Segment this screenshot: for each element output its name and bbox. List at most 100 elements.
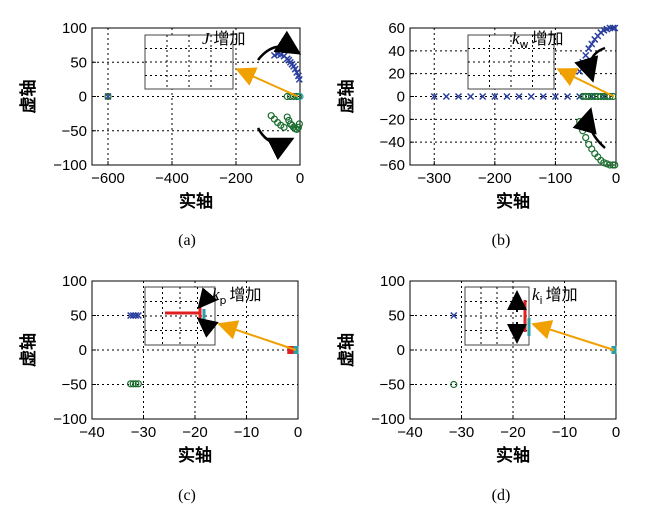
x-axis-label: 实轴: [178, 445, 212, 466]
y-tick-label: −40: [380, 134, 405, 151]
data-point: [611, 161, 619, 169]
zoom-arrow: [235, 67, 299, 98]
data-point: [267, 112, 275, 120]
x-tick-label: −200: [478, 170, 512, 187]
parameter-subscript: i: [540, 294, 543, 307]
y-tick-label: −60: [380, 157, 405, 174]
data-point: [104, 92, 112, 101]
y-axis-label: 虚轴: [18, 80, 39, 114]
series-lower-pole: [450, 380, 458, 389]
y-tick-label: −50: [380, 377, 405, 394]
data-point: [579, 58, 587, 66]
zoom-arrow: [217, 320, 297, 351]
parameter-annotation: kw 增加: [512, 29, 564, 51]
y-tick-label: 0: [79, 89, 87, 106]
y-tick-label: 50: [388, 308, 405, 325]
data-point: [588, 40, 596, 48]
series-lower-branch: [104, 92, 303, 133]
direction-arrow: [257, 30, 302, 61]
data-point: [576, 67, 584, 75]
data-point: [285, 116, 293, 125]
data-point: [479, 92, 487, 101]
y-tick-label: 0: [397, 342, 405, 359]
x-tick-label: 0: [294, 424, 302, 441]
data-point: [582, 134, 590, 142]
data-point: [539, 92, 547, 101]
parameter-annotation: ki 增加: [532, 285, 578, 307]
series-lower-branch: [576, 118, 619, 169]
x-tick-label: −20: [500, 424, 525, 441]
data-point: [129, 311, 137, 320]
parameter-subscript: p: [220, 294, 227, 307]
series-lower-pole: [127, 380, 142, 388]
x-axis-label: 实轴: [496, 445, 530, 466]
data-point: [515, 92, 523, 101]
x-tick-label: 0: [612, 170, 620, 187]
panel-caption: (a): [178, 232, 196, 249]
data-point: [295, 75, 303, 83]
data-point: [442, 92, 450, 101]
y-tick-label: 50: [70, 54, 87, 71]
series-upper-pole: [450, 311, 458, 320]
y-tick-label: 100: [380, 273, 405, 290]
x-tick-label: −30: [131, 424, 156, 441]
y-tick-label: 60: [388, 20, 405, 37]
zoom-arrow: [531, 320, 615, 351]
data-point: [134, 380, 142, 388]
parameter-annotation: kp 增加: [212, 285, 262, 307]
series-upper-pole: [127, 311, 142, 320]
inset-zoom: [144, 34, 234, 90]
y-tick-label: −100: [53, 411, 87, 428]
data-point: [579, 127, 587, 135]
y-tick-label: 50: [70, 308, 87, 325]
y-tick-label: 0: [397, 89, 405, 106]
data-point: [606, 161, 614, 169]
panel-caption: (b): [492, 232, 511, 249]
y-tick-label: −100: [371, 411, 405, 428]
parameter-symbol: k: [532, 285, 540, 304]
x-tick-label: −100: [539, 170, 573, 187]
x-tick-label: −300: [417, 170, 451, 187]
x-tick-label: 0: [296, 170, 304, 187]
data-point: [127, 380, 135, 388]
data-point: [450, 380, 458, 389]
inset-zoom: [467, 34, 555, 90]
direction-arrow: [574, 46, 606, 83]
series-real-axis-blue: [430, 92, 608, 101]
parameter-text: 增加: [546, 285, 578, 304]
data-point: [563, 92, 572, 101]
data-point: [450, 311, 458, 320]
direction-arrow: [196, 317, 219, 338]
data-point: [295, 120, 303, 128]
x-tick-label: 0: [612, 424, 620, 441]
data-point: [294, 123, 302, 131]
x-axis-label: 实轴: [179, 191, 213, 212]
x-tick-label: −40: [397, 424, 422, 441]
y-tick-label: 0: [79, 342, 87, 359]
direction-arrow: [197, 287, 218, 310]
y-tick-label: −50: [62, 123, 87, 140]
y-tick-label: 40: [388, 43, 405, 60]
data-point: [454, 92, 463, 101]
data-point: [134, 311, 142, 320]
parameter-text: 增加: [230, 285, 262, 304]
series-red-poles: [287, 346, 294, 354]
data-point: [527, 92, 535, 101]
data-point: [551, 92, 559, 101]
x-tick-label: −30: [449, 424, 474, 441]
data-point: [582, 51, 590, 59]
data-point: [132, 380, 140, 388]
x-tick-label: −20: [182, 424, 207, 441]
x-tick-label: −10: [552, 424, 577, 441]
y-tick-label: −20: [380, 111, 405, 128]
data-point: [287, 346, 293, 354]
y-axis-label: 虚轴: [18, 333, 39, 367]
parameter-annotation: J 增加: [202, 29, 246, 48]
inset-zoom: [464, 286, 530, 346]
zoom-arrow: [556, 68, 615, 98]
data-point: [503, 92, 511, 101]
y-tick-label: 100: [62, 20, 87, 37]
